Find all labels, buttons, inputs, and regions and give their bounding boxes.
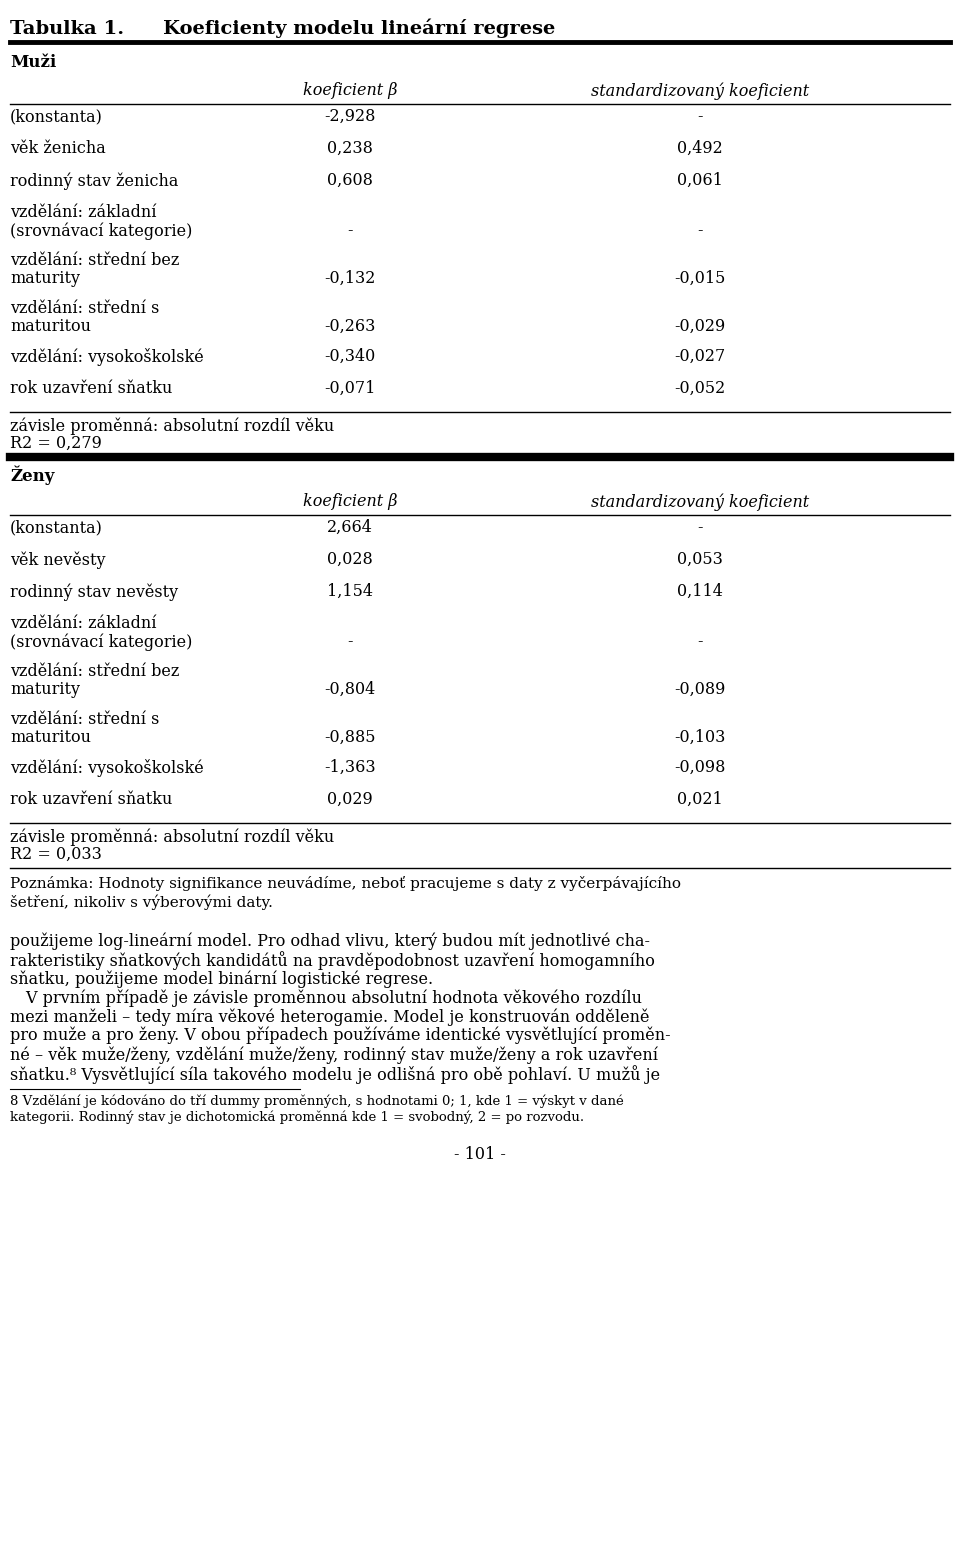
Text: věk nevěsty: věk nevěsty [10,551,106,568]
Text: 0,238: 0,238 [327,140,372,158]
Text: vzdělání: střední bez: vzdělání: střední bez [10,251,180,268]
Text: šetření, nikoliv s výberovými daty.: šetření, nikoliv s výberovými daty. [10,894,273,910]
Text: maturitou: maturitou [10,729,91,746]
Text: -0,027: -0,027 [674,348,726,365]
Text: rodinný stav ženicha: rodinný stav ženicha [10,172,179,189]
Text: rodinný stav nevěsty: rodinný stav nevěsty [10,582,179,601]
Text: vzdělání: vysokoškolské: vzdělání: vysokoškolské [10,759,204,777]
Text: rok uzavření sňatku: rok uzavření sňatku [10,379,173,396]
Text: V prvním případě je závisle proměnnou absolutní hodnota věkového rozdílu: V prvním případě je závisle proměnnou ab… [10,990,642,1007]
Text: kategorii. Rodinný stav je dichotomická proměnná kde 1 = svobodný, 2 = po rozvod: kategorii. Rodinný stav je dichotomická … [10,1110,584,1124]
Text: věk ženicha: věk ženicha [10,140,106,158]
Text: -: - [697,634,703,649]
Text: mezi manželi – tedy míra věkové heterogamie. Model je konstruován odděleně: mezi manželi – tedy míra věkové heteroga… [10,1008,650,1026]
Text: sňatku, použijeme model binární logistické regrese.: sňatku, použijeme model binární logistic… [10,969,433,988]
Text: -0,103: -0,103 [674,729,726,746]
Text: maturitou: maturitou [10,318,91,336]
Text: vzdělání: střední s: vzdělání: střední s [10,300,159,317]
Text: vzdělání: střední bez: vzdělání: střední bez [10,663,180,681]
Text: -2,928: -2,928 [324,108,375,125]
Text: -: - [697,108,703,125]
Text: vzdělání: střední s: vzdělání: střední s [10,710,159,727]
Text: rakteristiky sňatkových kandidátů na pravděpodobnost uzavření homogamního: rakteristiky sňatkových kandidátů na pra… [10,951,655,969]
Text: - 101 -: - 101 - [454,1146,506,1163]
Text: -0,052: -0,052 [674,379,726,396]
Text: 0,028: 0,028 [327,551,372,568]
Text: -0,885: -0,885 [324,729,375,746]
Text: maturity: maturity [10,270,80,287]
Text: vzdělání: základní: vzdělání: základní [10,615,156,632]
Text: 0,029: 0,029 [327,791,372,809]
Text: sňatku.⁸ Vysvětlující síla takového modelu je odlišná pro obě pohlaví. U mužů je: sňatku.⁸ Vysvětlující síla takového mode… [10,1065,660,1083]
Text: koeficient β: koeficient β [302,83,397,98]
Text: použijeme log-lineární model. Pro odhad vlivu, který budou mít jednotlivé cha-: použijeme log-lineární model. Pro odhad … [10,932,650,949]
Text: závisle proměnná: absolutní rozdíl věku: závisle proměnná: absolutní rozdíl věku [10,417,334,434]
Text: -1,363: -1,363 [324,759,375,776]
Text: -0,804: -0,804 [324,681,375,698]
Text: -: - [697,518,703,535]
Text: 8 Vzdělání je kódováno do tří dummy proměnných, s hodnotami 0; 1, kde 1 = výskyt: 8 Vzdělání je kódováno do tří dummy prom… [10,1094,624,1107]
Text: vzdělání: vysokoškolské: vzdělání: vysokoškolské [10,348,204,365]
Text: (srovnávací kategorie): (srovnávací kategorie) [10,222,192,239]
Text: -0,071: -0,071 [324,379,375,396]
Text: -0,132: -0,132 [324,270,375,287]
Text: (srovnávací kategorie): (srovnávací kategorie) [10,634,192,651]
Text: -0,263: -0,263 [324,318,375,336]
Text: -0,340: -0,340 [324,348,375,365]
Text: pro muže a pro ženy. V obou případech používáme identické vysvětlující proměn-: pro muže a pro ženy. V obou případech po… [10,1027,671,1044]
Text: né – věk muže/ženy, vzdělání muže/ženy, rodinný stav muže/ženy a rok uzavření: né – věk muže/ženy, vzdělání muže/ženy, … [10,1046,658,1063]
Text: (konstanta): (konstanta) [10,518,103,535]
Text: -0,029: -0,029 [674,318,726,336]
Text: standardizovaný koeficient: standardizovaný koeficient [591,493,809,510]
Text: Ženy: Ženy [10,465,55,484]
Text: Tabulka 1.  Koeficienty modelu lineární regrese: Tabulka 1. Koeficienty modelu lineární r… [10,19,555,37]
Text: 0,053: 0,053 [677,551,723,568]
Text: 1,154: 1,154 [327,582,373,599]
Text: -0,089: -0,089 [674,681,726,698]
Text: závisle proměnná: absolutní rozdíl věku: závisle proměnná: absolutní rozdíl věku [10,827,334,846]
Text: R2 = 0,279: R2 = 0,279 [10,436,102,453]
Text: maturity: maturity [10,681,80,698]
Text: 0,114: 0,114 [677,582,723,599]
Text: Muži: Muži [10,55,57,70]
Text: 0,021: 0,021 [677,791,723,809]
Text: -: - [348,634,352,649]
Text: koeficient β: koeficient β [302,493,397,510]
Text: rok uzavření sňatku: rok uzavření sňatku [10,791,173,809]
Text: 0,608: 0,608 [327,172,372,189]
Text: -: - [697,222,703,239]
Text: Poznámka: Hodnoty signifikance neuvádíme, neboť pracujeme s daty z vyčerpávající: Poznámka: Hodnoty signifikance neuvádíme… [10,876,681,891]
Text: -0,015: -0,015 [674,270,726,287]
Text: 2,664: 2,664 [327,518,372,535]
Text: vzdělání: základní: vzdělání: základní [10,204,156,222]
Text: -: - [348,222,352,239]
Text: R2 = 0,033: R2 = 0,033 [10,846,102,863]
Text: standardizovaný koeficient: standardizovaný koeficient [591,83,809,100]
Text: (konstanta): (konstanta) [10,108,103,125]
Text: 0,061: 0,061 [677,172,723,189]
Text: -0,098: -0,098 [674,759,726,776]
Text: 0,492: 0,492 [677,140,723,158]
